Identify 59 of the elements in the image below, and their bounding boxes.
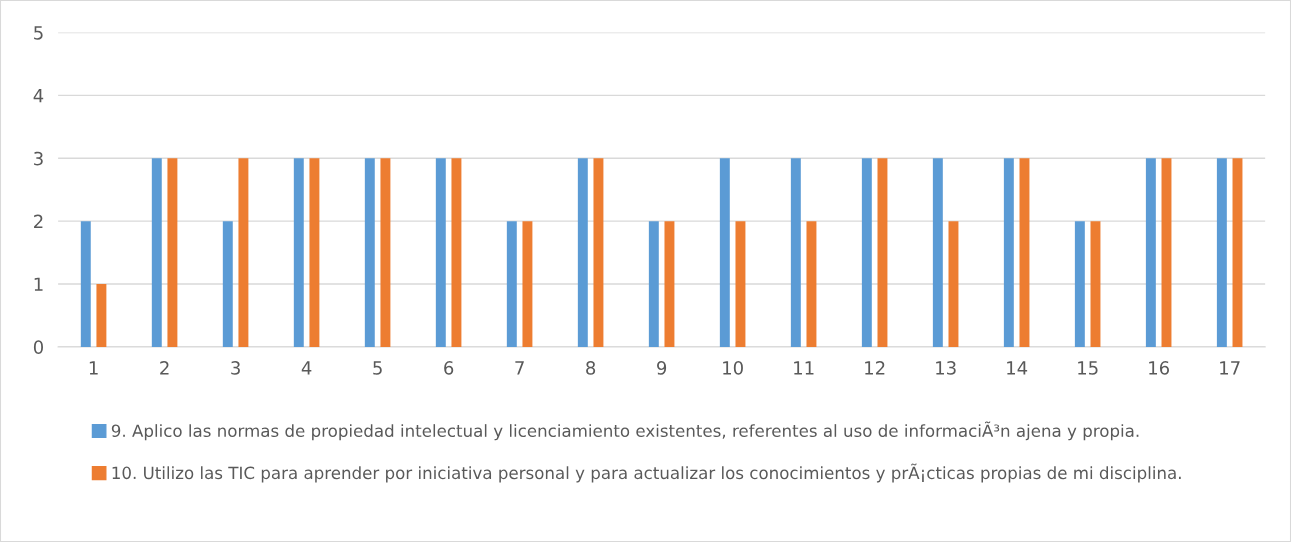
x-tick-label: 2 <box>160 361 169 375</box>
y-tick-label: 0 <box>33 340 44 354</box>
x-tick-label: 3 <box>231 361 240 375</box>
bar <box>1216 158 1227 347</box>
y-tick-label: 5 <box>34 26 43 40</box>
bar <box>861 158 872 347</box>
bar <box>1145 158 1156 347</box>
legend-label: 9. Aplico las normas de propiedad intelectual y licenciamiento existentes, referentes al uso de informaciÃ³n ajena y propia. <box>111 421 1139 441</box>
x-tick-label: 13 <box>936 361 956 375</box>
bar <box>1003 158 1014 347</box>
bar <box>948 221 959 347</box>
bar <box>790 158 801 347</box>
bar <box>364 158 375 347</box>
bar <box>506 221 517 347</box>
x-tick-label: 9 <box>657 361 667 375</box>
bar <box>1232 158 1243 347</box>
x-tick-label: 17 <box>1220 361 1240 375</box>
x-tick-label: 14 <box>1007 361 1028 375</box>
bar <box>806 221 817 347</box>
x-tick-label: 8 <box>586 361 596 375</box>
bar <box>309 158 320 347</box>
x-tick-label: 12 <box>865 361 885 375</box>
bar <box>451 158 462 347</box>
bar <box>735 221 746 347</box>
bar <box>151 158 162 347</box>
bar <box>1074 221 1085 347</box>
y-tick-label: 3 <box>34 151 43 166</box>
x-tick-label: 4 <box>301 361 312 375</box>
bar <box>80 221 91 347</box>
bar <box>1090 221 1101 347</box>
y-tick-label: 1 <box>34 277 43 291</box>
bar <box>293 158 304 347</box>
bar <box>96 284 107 347</box>
bar <box>932 158 943 347</box>
bar <box>648 221 659 347</box>
y-tick-label: 2 <box>34 214 43 228</box>
x-tick-label: 1 <box>89 361 98 375</box>
bar <box>1019 158 1030 347</box>
bar <box>435 158 446 347</box>
x-tick-label: 16 <box>1149 361 1170 375</box>
bar <box>167 158 178 347</box>
bar <box>593 158 604 347</box>
bar <box>719 158 730 347</box>
x-tick-label: 10 <box>723 361 743 375</box>
bar <box>877 158 888 347</box>
y-tick-label: 4 <box>33 89 44 103</box>
x-tick-label: 15 <box>1078 361 1098 375</box>
x-tick-label: 7 <box>515 361 524 375</box>
x-tick-label: 5 <box>373 361 382 375</box>
bar <box>222 221 233 347</box>
bar <box>664 221 675 347</box>
bar <box>522 221 533 347</box>
x-tick-label: 11 <box>794 361 814 375</box>
x-tick-label: 6 <box>444 361 454 375</box>
legend-label: 10. Utilizo las TIC para aprender por iniciativa personal y para actualizar los conocimientos y prÃ¡cticas propias de mi disciplina. <box>112 463 1181 483</box>
bar <box>577 158 588 347</box>
bar <box>380 158 391 347</box>
bar <box>1161 158 1172 347</box>
bar <box>238 158 249 347</box>
